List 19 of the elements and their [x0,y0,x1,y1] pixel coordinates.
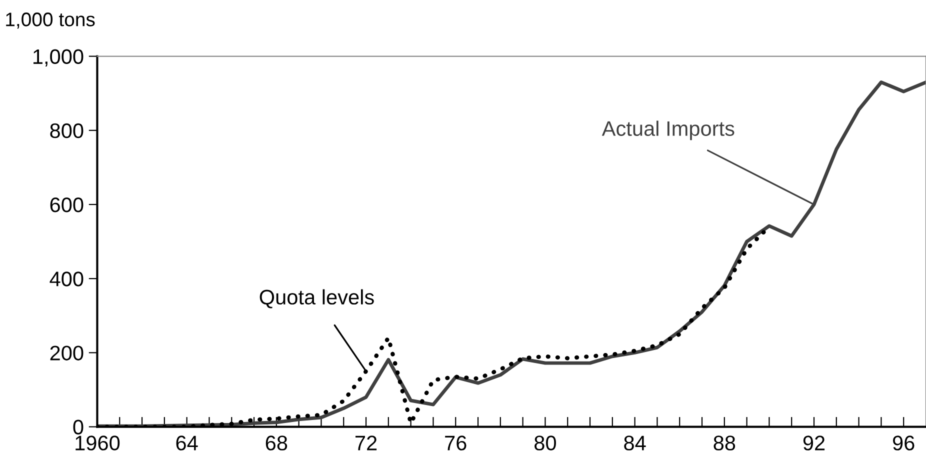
y-tick-label: 0 [73,420,84,435]
x-tick-label: 64 [176,436,198,450]
y-tick-label: 200 [50,346,84,360]
x-tick-label: 68 [266,436,288,450]
series-label: Quota levels [260,289,374,308]
x-tick-label: 88 [714,436,736,450]
x-tick-label: 76 [445,436,466,450]
x-tick-label: 72 [356,436,377,450]
y-tick-label: 600 [50,197,84,212]
y-tick-label: 400 [50,272,84,286]
y-tick-label: 1,000 [33,49,84,66]
y-axis-title: 1,000 tons [6,12,95,29]
x-tick-label: 92 [803,436,825,450]
x-tick-label: 1960 [76,436,120,450]
y-tick-label: 800 [50,123,84,138]
x-tick-label: 96 [892,436,914,450]
text: Actual Imports [602,120,734,140]
x-tick-label: 84 [624,436,646,450]
x-tick-label: 80 [534,436,556,450]
